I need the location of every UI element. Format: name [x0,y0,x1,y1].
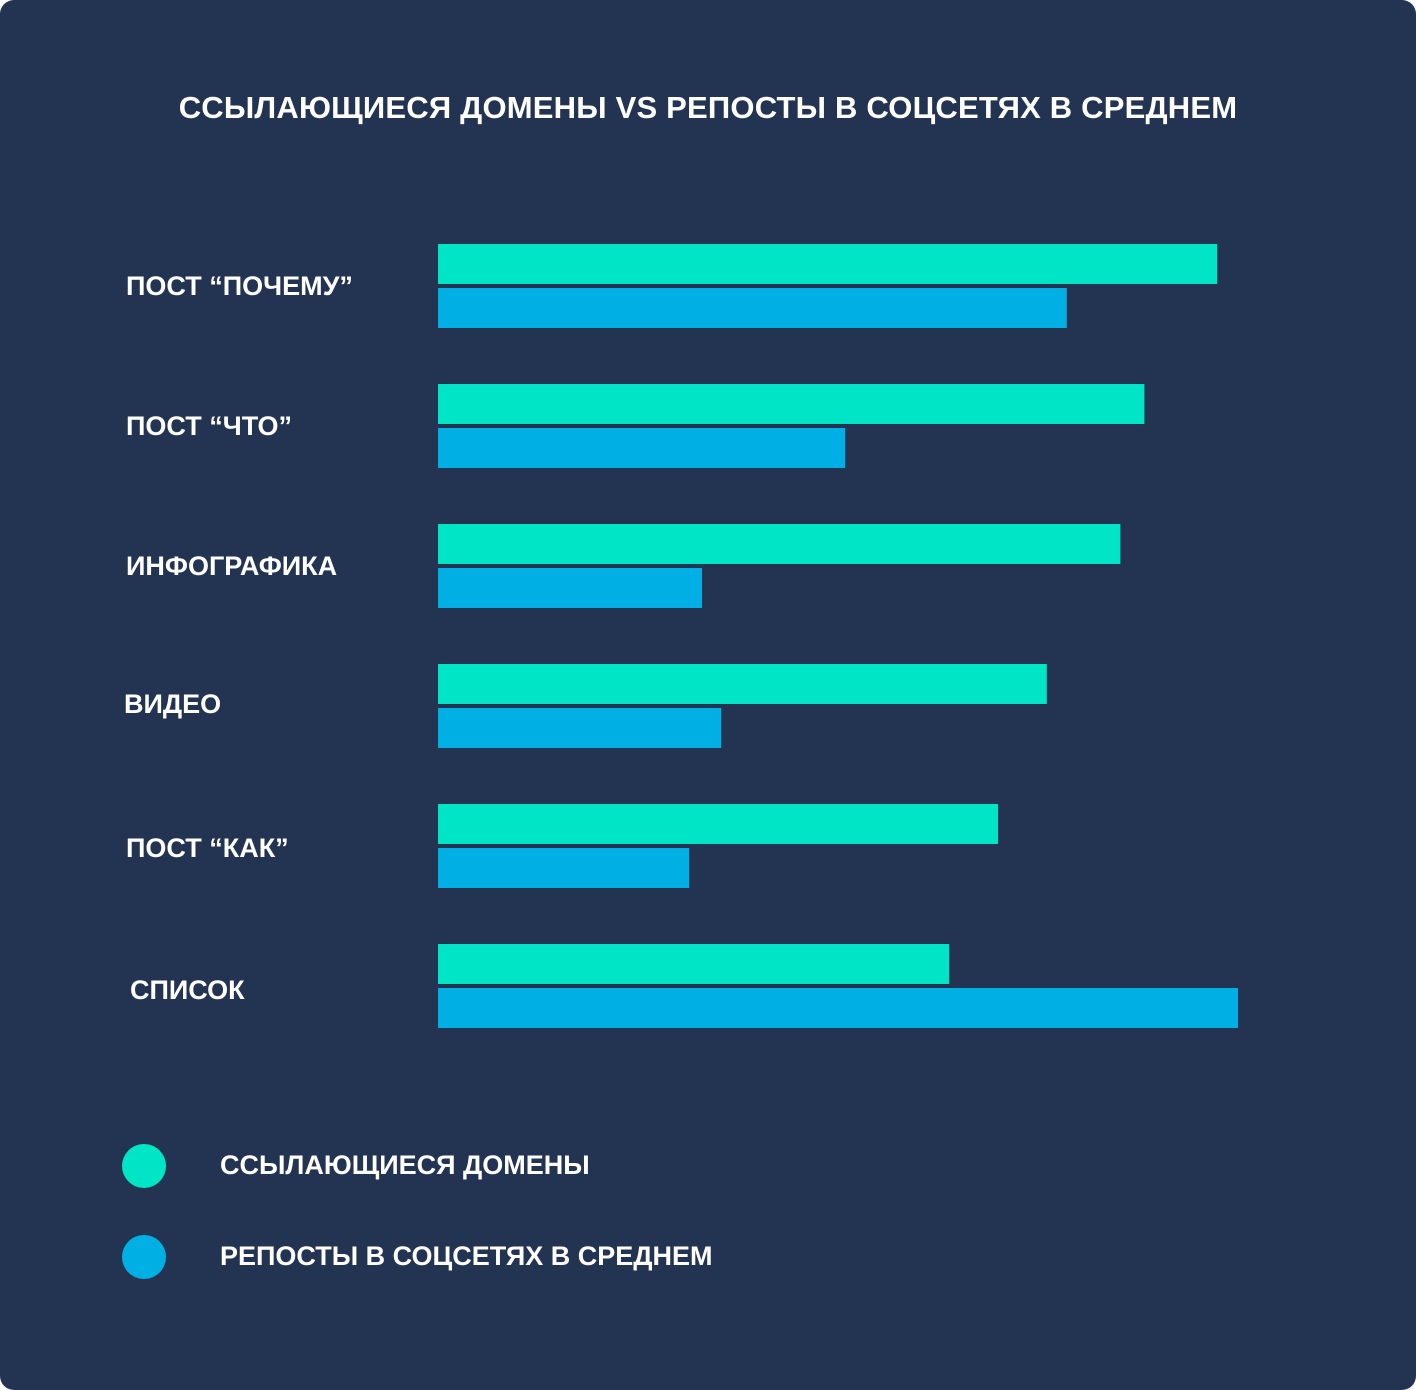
legend-swatch-reposts [122,1235,166,1279]
chart-title: ССЫЛАЮЩИЕСЯ ДОМЕНЫ VS РЕПОСТЫ В СОЦСЕТЯХ… [178,90,1238,125]
category-label-4: ВИДЕО [124,689,221,719]
legend-label-reposts: РЕПОСТЫ В СОЦСЕТЯХ В СРЕДНЕМ [220,1241,713,1271]
bar-domains-3 [438,524,1121,564]
category-label-5: ПОСТ “КАК” [126,833,289,863]
category-label-1: ПОСТ “ПОЧЕМУ” [126,271,353,301]
bar-reposts-2 [438,428,846,468]
bar-chart: ПОСТ “ПОЧЕМУ” ПОСТ “ЧТО” ИНФОГРАФИКА ВИДЕО П… [124,244,1238,1028]
category-label-6: СПИСОК [130,975,245,1005]
bar-reposts-5 [438,848,690,888]
bar-reposts-4 [438,708,722,748]
legend-label-domains: ССЫЛАЮЩИЕСЯ ДОМЕНЫ [220,1150,590,1180]
legend-swatch-domains [122,1144,166,1188]
bar-reposts-3 [438,568,702,608]
category-label-2: ПОСТ “ЧТО” [126,411,292,441]
bar-domains-5 [438,804,998,844]
bar-domains-6 [438,944,950,984]
bar-domains-2 [438,384,1145,424]
bar-reposts-6 [438,988,1238,1028]
bar-domains-1 [438,244,1218,284]
bar-domains-4 [438,664,1047,704]
bar-reposts-1 [438,288,1067,328]
category-label-3: ИНФОГРАФИКА [126,551,337,581]
